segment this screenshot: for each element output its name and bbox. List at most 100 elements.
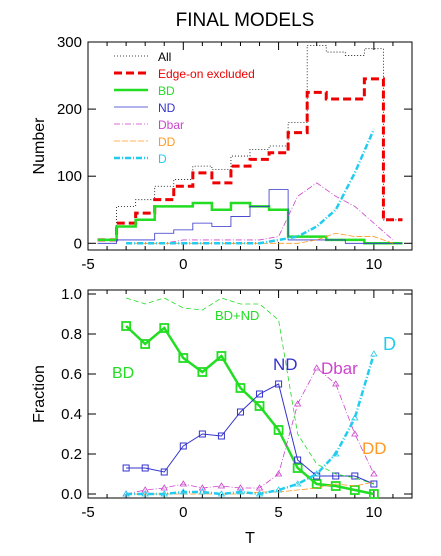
data-point-nd (122, 464, 130, 472)
series-line-dbar (126, 367, 375, 495)
data-point-d (236, 488, 245, 495)
series-line-nd (97, 189, 403, 244)
data-point-dbar (332, 380, 340, 387)
data-point-bd (178, 353, 189, 363)
data-point-dbar (141, 486, 149, 493)
data-point-d (160, 490, 168, 497)
x-tick-label: 10 (366, 504, 383, 521)
data-point-nd (179, 442, 187, 450)
y-tick-label: 300 (57, 34, 82, 51)
data-point-d (274, 486, 283, 493)
data-point-d (217, 490, 226, 497)
y-tick-label: 0.4 (61, 406, 82, 423)
data-point-dbar (179, 480, 188, 487)
data-point-dbar (370, 470, 378, 477)
data-point-d (198, 488, 207, 495)
x-axis-label: T (245, 530, 255, 547)
data-point-bd (140, 339, 151, 349)
data-point-dbar (293, 400, 302, 407)
data-point-nd (256, 390, 264, 398)
legend-label-edge-on-excluded: Edge-on excluded (158, 67, 255, 81)
data-point-d (255, 490, 264, 497)
x-tick-label: 5 (274, 256, 282, 273)
data-point-nd (294, 456, 302, 464)
data-point-dbar (198, 484, 207, 491)
data-point-nd (160, 468, 168, 476)
x-tick-label: 0 (179, 504, 187, 521)
data-point-bd (330, 481, 341, 491)
data-point-dbar (255, 484, 264, 491)
data-point-dbar (312, 364, 321, 371)
data-point-bd (235, 383, 246, 393)
x-tick-label: 0 (179, 256, 187, 273)
data-point-nd (351, 472, 359, 480)
series-line-dd (126, 232, 394, 244)
legend-label-all: All (158, 50, 171, 64)
annotation-bd: BD (112, 365, 134, 382)
series-line-d (126, 128, 376, 245)
plot-frame-1 (87, 41, 413, 251)
data-point-nd (198, 430, 206, 438)
data-point-bd (216, 351, 227, 361)
series-line-d (126, 353, 376, 496)
data-point-d (370, 350, 378, 357)
data-point-bd (121, 321, 132, 331)
data-point-d (179, 488, 188, 495)
y-tick-label: 1.0 (61, 286, 82, 303)
data-point-nd (370, 480, 378, 488)
legend-label-dbar: Dbar (158, 118, 184, 132)
data-point-nd (236, 408, 244, 416)
annotation-dbar: Dbar (321, 359, 358, 378)
chart-title: FINAL MODELS (176, 10, 315, 31)
data-point-d (332, 450, 340, 457)
data-point-dbar (274, 470, 283, 477)
data-point-bd (197, 367, 208, 377)
data-point-d (312, 470, 321, 477)
data-point-d (293, 480, 302, 487)
x-tick-label: 5 (274, 504, 282, 521)
x-tick-label: -5 (81, 256, 94, 273)
annotation-bd-nd: BD+ND (215, 308, 259, 323)
legend-label-dd: DD (158, 135, 176, 149)
data-point-dbar (236, 484, 245, 491)
y-tick-label: 0.6 (61, 366, 82, 383)
data-point-bd (159, 323, 170, 333)
data-point-dbar (160, 484, 168, 491)
data-point-dbar (217, 482, 226, 489)
annotation-dd: DD (362, 439, 387, 458)
series-line-all (97, 44, 403, 241)
y-tick-label: 0.2 (61, 446, 82, 463)
data-point-bd (292, 463, 303, 473)
data-point-d (141, 490, 149, 497)
y-tick-label: 0.8 (61, 326, 82, 343)
series-line-bd-nd (125, 297, 375, 485)
data-point-nd (217, 432, 225, 440)
data-point-bd (273, 425, 284, 435)
annotation-nd: ND (273, 355, 298, 374)
data-point-bd (368, 489, 379, 499)
y-tick-label: 0 (74, 235, 82, 252)
annotation-d: D (383, 334, 396, 354)
data-point-nd (275, 380, 283, 388)
series-line-dbar (126, 182, 394, 244)
y-axis-label: Number (31, 117, 48, 175)
y-tick-label: 0.0 (61, 486, 82, 503)
data-point-dbar (351, 430, 359, 437)
legend-label-nd: ND (158, 101, 176, 115)
y-tick-label: 200 (57, 101, 82, 118)
data-point-bd (311, 479, 322, 489)
x-tick-label: -5 (81, 504, 94, 521)
legend-label-bd: BD (158, 84, 175, 98)
y-tick-label: 100 (57, 168, 82, 185)
y-axis-label: Fraction (31, 365, 48, 423)
data-point-d (351, 414, 359, 421)
x-tick-label: 10 (366, 256, 383, 273)
data-point-nd (141, 464, 149, 472)
plot-frame-2 (87, 289, 413, 499)
data-point-nd (332, 472, 340, 480)
data-point-bd (254, 401, 265, 411)
data-point-d (122, 490, 130, 497)
legend-label-d: D (158, 152, 167, 166)
